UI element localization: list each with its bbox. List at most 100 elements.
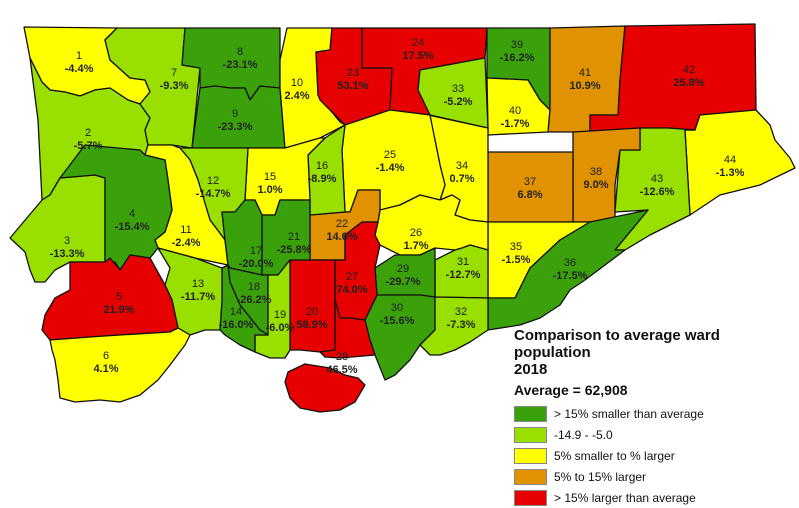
svg-text:9: 9 bbox=[232, 108, 238, 120]
svg-text:18: 18 bbox=[248, 281, 260, 293]
svg-text:7: 7 bbox=[171, 67, 177, 79]
legend-label: 5% smaller to % larger bbox=[554, 448, 675, 463]
legend-label: 5% to 15% larger bbox=[554, 469, 647, 484]
svg-text:35: 35 bbox=[510, 241, 522, 253]
svg-text:5: 5 bbox=[116, 291, 122, 303]
svg-text:30: 30 bbox=[391, 302, 403, 314]
ward-5[interactable] bbox=[41, 254, 179, 341]
svg-text:25.8%: 25.8% bbox=[673, 77, 704, 89]
svg-text:-17.5%: -17.5% bbox=[553, 270, 588, 282]
svg-text:-23.1%: -23.1% bbox=[223, 59, 258, 71]
svg-text:9.0%: 9.0% bbox=[583, 179, 608, 191]
svg-text:1.0%: 1.0% bbox=[257, 184, 282, 196]
svg-text:-7.3%: -7.3% bbox=[447, 319, 476, 331]
ward-44[interactable] bbox=[684, 109, 796, 216]
ward-4[interactable] bbox=[59, 144, 173, 271]
svg-text:44: 44 bbox=[724, 154, 736, 166]
svg-text:-29.7%: -29.7% bbox=[386, 276, 421, 288]
svg-text:1.7%: 1.7% bbox=[403, 240, 428, 252]
svg-text:25: 25 bbox=[384, 149, 396, 161]
svg-text:-2.4%: -2.4% bbox=[172, 237, 201, 249]
svg-text:-5.2%: -5.2% bbox=[444, 96, 473, 108]
ward-9[interactable] bbox=[191, 85, 286, 149]
svg-text:53.1%: 53.1% bbox=[337, 80, 368, 92]
svg-text:22: 22 bbox=[336, 218, 348, 230]
svg-text:-5.7%: -5.7% bbox=[74, 140, 103, 152]
svg-text:-16.2%: -16.2% bbox=[500, 52, 535, 64]
svg-text:-15.6%: -15.6% bbox=[380, 315, 415, 327]
svg-text:32: 32 bbox=[455, 306, 467, 318]
svg-text:40: 40 bbox=[509, 105, 521, 117]
svg-text:15: 15 bbox=[264, 171, 276, 183]
svg-text:31: 31 bbox=[457, 256, 469, 268]
ward-labels: 1-4.4% 2-5.7% 3-13.3% 4-15.4% 521.9% 64.… bbox=[50, 37, 745, 376]
svg-text:17.5%: 17.5% bbox=[402, 50, 433, 62]
svg-text:-12.7%: -12.7% bbox=[446, 269, 481, 281]
svg-text:27: 27 bbox=[346, 271, 358, 283]
legend-item-orange: 5% to 15% larger bbox=[514, 466, 799, 487]
svg-text:-20.0%: -20.0% bbox=[239, 258, 274, 270]
ward-36[interactable] bbox=[487, 209, 649, 331]
svg-text:17: 17 bbox=[250, 245, 262, 257]
svg-text:29: 29 bbox=[397, 263, 409, 275]
svg-text:6.8%: 6.8% bbox=[517, 189, 542, 201]
legend-year: 2018 bbox=[514, 361, 548, 378]
svg-text:58.9%: 58.9% bbox=[296, 319, 327, 331]
svg-text:-12.6%: -12.6% bbox=[640, 186, 675, 198]
svg-text:34: 34 bbox=[456, 160, 468, 172]
svg-text:2.4%: 2.4% bbox=[284, 90, 309, 102]
legend-label: -14.9 - -5.0 bbox=[554, 427, 613, 442]
legend-swatch bbox=[514, 489, 547, 506]
svg-text:14: 14 bbox=[230, 306, 242, 318]
svg-text:3: 3 bbox=[64, 235, 70, 247]
legend-average: Average = 62,908 bbox=[514, 382, 628, 398]
svg-text:42: 42 bbox=[683, 64, 695, 76]
svg-text:-15.4%: -15.4% bbox=[115, 221, 150, 233]
map-legend: Comparison to average ward population 20… bbox=[514, 327, 799, 508]
svg-text:21.9%: 21.9% bbox=[103, 304, 134, 316]
svg-text:2: 2 bbox=[85, 127, 91, 139]
ward-28[interactable] bbox=[319, 299, 376, 359]
ward-13[interactable] bbox=[157, 247, 223, 336]
svg-text:4: 4 bbox=[129, 208, 135, 220]
svg-text:10.9%: 10.9% bbox=[569, 80, 600, 92]
svg-text:12: 12 bbox=[207, 175, 219, 187]
svg-text:41: 41 bbox=[579, 67, 591, 79]
svg-text:8: 8 bbox=[237, 46, 243, 58]
svg-text:0.7%: 0.7% bbox=[449, 173, 474, 185]
svg-text:33: 33 bbox=[452, 83, 464, 95]
svg-text:-4.4%: -4.4% bbox=[65, 63, 94, 75]
svg-text:-11.7%: -11.7% bbox=[181, 291, 215, 303]
legend-label: > 15% smaller than average bbox=[554, 406, 704, 421]
svg-text:11: 11 bbox=[180, 224, 191, 236]
svg-text:38: 38 bbox=[590, 166, 602, 178]
legend-title: Comparison to average ward population bbox=[514, 327, 720, 361]
svg-text:-1.7%: -1.7% bbox=[501, 118, 530, 130]
ward-map: 1-4.4% 2-5.7% 3-13.3% 4-15.4% 521.9% 64.… bbox=[9, 23, 796, 413]
svg-text:19: 19 bbox=[274, 309, 286, 321]
svg-text:1: 1 bbox=[76, 50, 82, 62]
svg-text:43: 43 bbox=[651, 173, 663, 185]
svg-text:16: 16 bbox=[316, 160, 328, 172]
svg-text:-14.7%: -14.7% bbox=[196, 188, 231, 200]
ward-28-islands[interactable] bbox=[284, 363, 366, 413]
svg-text:10: 10 bbox=[291, 77, 303, 89]
ward-6[interactable] bbox=[49, 327, 191, 403]
svg-text:6: 6 bbox=[103, 350, 109, 362]
svg-text:-23.3%: -23.3% bbox=[218, 121, 253, 133]
legend-swatch bbox=[514, 447, 547, 464]
ward-32[interactable] bbox=[419, 296, 489, 356]
svg-text:-26.2%: -26.2% bbox=[237, 294, 272, 306]
svg-text:-9.3%: -9.3% bbox=[160, 80, 189, 92]
svg-text:-1.4%: -1.4% bbox=[376, 162, 405, 174]
svg-text:14.6%: 14.6% bbox=[326, 231, 357, 243]
svg-text:13: 13 bbox=[192, 278, 204, 290]
svg-text:-8.9%: -8.9% bbox=[308, 173, 337, 185]
svg-text:4.1%: 4.1% bbox=[93, 363, 118, 375]
svg-text:28: 28 bbox=[336, 351, 348, 363]
legend-swatch bbox=[514, 468, 547, 485]
svg-text:26: 26 bbox=[410, 227, 422, 239]
legend-label: > 15% larger than average bbox=[554, 490, 696, 505]
svg-text:24: 24 bbox=[412, 37, 424, 49]
svg-text:46.5%: 46.5% bbox=[326, 364, 357, 376]
